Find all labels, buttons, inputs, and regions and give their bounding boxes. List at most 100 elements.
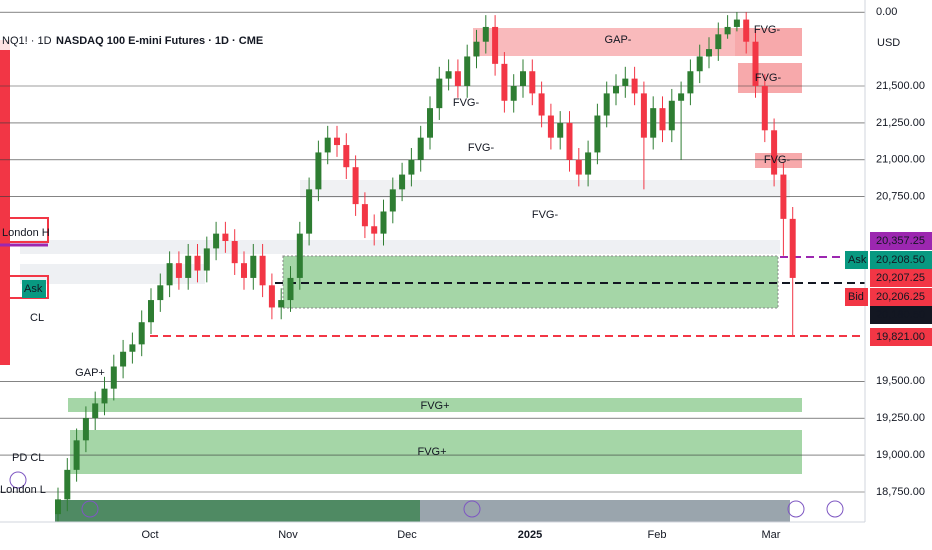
- candle-body: [678, 93, 685, 101]
- candle-body: [166, 263, 173, 286]
- candle-body: [594, 115, 601, 153]
- candle-body: [408, 159, 415, 175]
- candle-body: [250, 255, 257, 278]
- icon[interactable]: [9, 471, 27, 489]
- candle-body: [241, 263, 247, 278]
- header-bg: [0, 30, 230, 50]
- fvg-plus-zone: [70, 430, 802, 474]
- zone-label: FVG-: [453, 97, 480, 109]
- candle-body: [82, 418, 89, 441]
- candle-body: [324, 137, 331, 153]
- fvg-plus-zone: [68, 398, 802, 412]
- candle-body: [55, 499, 61, 515]
- side-label: Bid: [848, 291, 864, 303]
- candle-body: [138, 322, 145, 345]
- zone-label: GAP-: [605, 34, 632, 46]
- candle-body: [510, 86, 517, 101]
- candle-body: [613, 86, 619, 94]
- fvg-minus-zone: [738, 63, 802, 93]
- time-label: Nov: [278, 529, 298, 541]
- left-box: [0, 217, 49, 243]
- price-label: 19,250.00: [876, 412, 925, 424]
- faint-zone: [300, 180, 790, 198]
- price-label: 19,500.00: [876, 375, 925, 387]
- candle-body: [175, 263, 182, 278]
- candle-body: [501, 63, 508, 101]
- zone-label: FVG-: [468, 142, 495, 154]
- icon[interactable]: [81, 500, 99, 518]
- session-bar: [55, 500, 420, 522]
- candle-body: [361, 204, 368, 227]
- price-label: 19,000.00: [876, 449, 925, 461]
- candle-body: [287, 277, 294, 301]
- candle-body: [306, 189, 313, 234]
- candle-body: [482, 26, 489, 42]
- candle-body: [352, 167, 359, 205]
- candle-body: [715, 34, 722, 50]
- price-label: 20,750.00: [876, 191, 925, 203]
- candle-body: [259, 255, 266, 286]
- fvg-minus-zone: [755, 153, 802, 168]
- candle-body: [761, 86, 768, 131]
- candle-body: [222, 233, 229, 242]
- price-label: 18,750.00: [876, 486, 925, 498]
- candle-body: [529, 71, 536, 94]
- candle-body: [436, 78, 443, 109]
- faint-zone: [20, 264, 205, 284]
- icon[interactable]: [787, 500, 805, 518]
- zone-label: FVG-: [754, 24, 781, 36]
- candle-body: [706, 49, 712, 57]
- price-tag-value: 20,208.50: [876, 254, 925, 266]
- time-label: Feb: [648, 529, 667, 541]
- candle-body: [148, 300, 154, 323]
- candle-body: [622, 78, 629, 86]
- candle-body: [389, 189, 396, 212]
- icon[interactable]: [826, 500, 844, 518]
- candle-body: [575, 159, 582, 175]
- left-label: London L: [0, 484, 46, 496]
- price-label: 21,250.00: [876, 117, 925, 129]
- candle-body: [334, 137, 340, 146]
- candle-body: [724, 26, 731, 35]
- price-label: 21,500.00: [876, 80, 925, 92]
- candle-body: [789, 218, 796, 278]
- left-candle: [0, 40, 10, 365]
- gap-minus-zone: [473, 28, 735, 56]
- candle-body: [696, 56, 703, 72]
- candle-body: [268, 285, 275, 308]
- left-label: London H: [2, 227, 50, 239]
- candle-body: [687, 71, 694, 94]
- time-label: Mar: [762, 529, 781, 541]
- candle-body: [185, 255, 192, 278]
- candle-body: [343, 145, 350, 168]
- candle-body: [73, 440, 80, 470]
- zone-label: FVG-: [764, 154, 791, 166]
- price-tag-value: 20,180.50: [876, 309, 925, 321]
- candle-body: [213, 233, 220, 249]
- zone-label: FVG+: [420, 400, 449, 412]
- time-label: Oct: [141, 529, 158, 541]
- candle-body: [120, 351, 127, 367]
- session-bar: [420, 500, 790, 522]
- price-tag-value: 19,821.00: [876, 331, 925, 343]
- symbol: NQ1! · 1D: [2, 35, 52, 47]
- price-tag-value: 20,357.25: [876, 235, 925, 247]
- candle-body: [278, 300, 285, 308]
- candle-body: [427, 108, 433, 138]
- icon[interactable]: [463, 500, 481, 518]
- candle-body: [231, 241, 238, 264]
- price-tag-value: 20,206.25: [876, 291, 925, 303]
- candle-body: [445, 71, 452, 79]
- candle-body: [315, 152, 322, 190]
- left-label: PD CL: [12, 452, 44, 464]
- candle-body: [64, 469, 71, 500]
- candle-body: [780, 174, 787, 219]
- price-tag-value: 20,207.25: [876, 272, 925, 284]
- candle-body: [585, 152, 592, 175]
- candle-body: [194, 255, 201, 271]
- candle-body: [547, 115, 554, 138]
- chart-title: NASDAQ 100 E-mini Futures · 1D · CME: [56, 35, 263, 47]
